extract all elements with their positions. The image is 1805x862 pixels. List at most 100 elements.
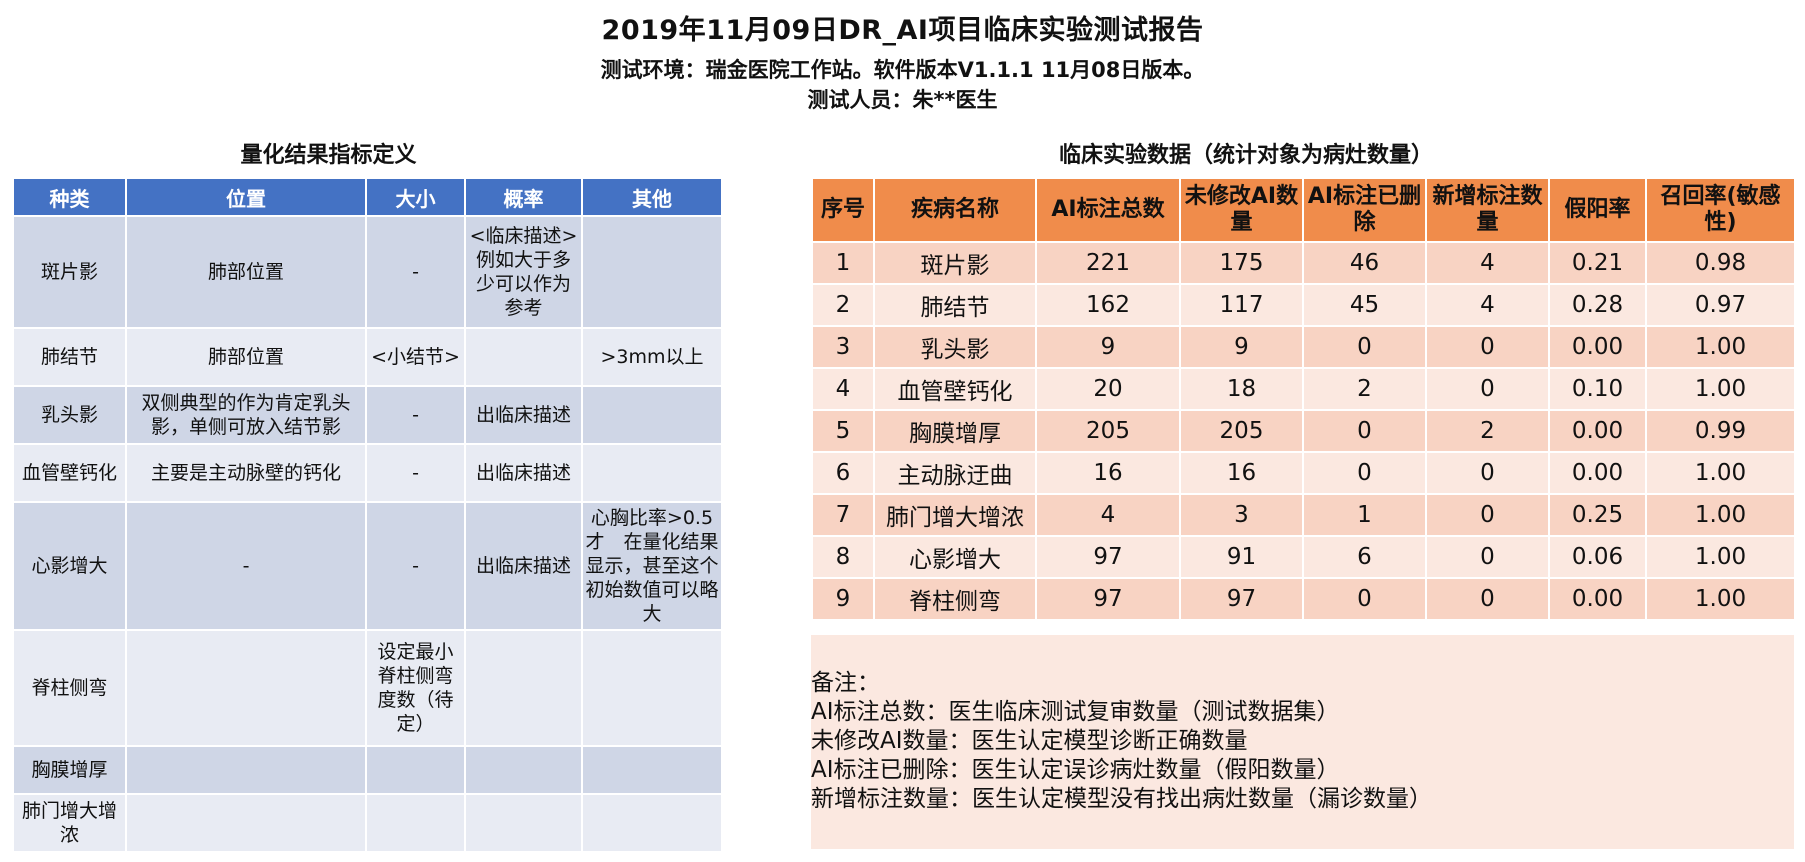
table-cell: 0 xyxy=(1425,535,1550,579)
test-environment: 测试环境：瑞金医院工作站。软件版本V1.1.1 11月08日版本。 xyxy=(600,58,1205,82)
table-cell: 0.99 xyxy=(1645,409,1796,453)
table-cell: 8 xyxy=(811,535,875,579)
table-cell: 胸膜增厚 xyxy=(873,409,1037,453)
table-cell: 3 xyxy=(811,325,875,369)
definition-section-title: 量化结果指标定义 xyxy=(240,143,417,168)
table-cell: 0.10 xyxy=(1548,367,1647,411)
table-row: 血管壁钙化 主要是主动脉壁的钙化 - 出临床描述 xyxy=(12,443,723,503)
table-cell: 0 xyxy=(1425,325,1550,369)
table-cell xyxy=(365,745,466,795)
table-row: 斑片影 肺部位置 - <临床描述>例如大于多少可以作为参考 xyxy=(12,215,723,329)
table-cell: 175 xyxy=(1179,241,1304,285)
table-cell: 1.00 xyxy=(1645,493,1796,537)
tester: 测试人员：朱**医生 xyxy=(807,88,998,112)
metric-definition-table: 种类 位置 大小 概率 其他 斑片影 肺部位置 - <临床描述>例如大于多少可以… xyxy=(12,177,723,853)
table-cell: 4 xyxy=(811,367,875,411)
table-cell: 18 xyxy=(1179,367,1304,411)
note-line: 新增标注数量：医生认定模型没有找出病灶数量（漏诊数量） xyxy=(811,786,1432,812)
column-header: 概率 xyxy=(464,177,583,217)
table-cell: 1.00 xyxy=(1645,451,1796,495)
table-row: 肺门增大增浓 xyxy=(12,793,723,853)
table-cell: 1.00 xyxy=(1645,577,1796,621)
table-cell: 0.21 xyxy=(1548,241,1647,285)
table-cell: 乳头影 xyxy=(873,325,1037,369)
column-header: 位置 xyxy=(125,177,367,217)
table-cell: <小结节> xyxy=(365,327,466,387)
column-header: 疾病名称 xyxy=(873,177,1037,243)
table-cell: 3 xyxy=(1179,493,1304,537)
table-cell xyxy=(581,629,723,747)
table-cell: 117 xyxy=(1179,283,1304,327)
column-header: 假阳率 xyxy=(1548,177,1647,243)
table-cell: 9 xyxy=(1035,325,1181,369)
table-row: 心影增大 - - 出临床描述 心胸比率>0.5 才 在量化结果显示，甚至这个初始… xyxy=(12,501,723,631)
table-cell: 4 xyxy=(1425,283,1550,327)
table-cell: 9 xyxy=(811,577,875,621)
table-cell: 0 xyxy=(1425,577,1550,621)
table-cell: 肺部位置 xyxy=(125,327,367,387)
notes-heading: 备注： xyxy=(811,670,880,696)
table-cell: - xyxy=(365,443,466,503)
table-cell: 设定最小脊柱侧弯度数（待定） xyxy=(365,629,466,747)
table-cell: 0 xyxy=(1302,577,1427,621)
table-cell xyxy=(125,793,367,853)
table-cell: 出临床描述 xyxy=(464,443,583,503)
table-cell: 血管壁钙化 xyxy=(873,367,1037,411)
table-cell: 1 xyxy=(811,241,875,285)
table-row: 5 胸膜增厚 205 205 0 2 0.00 0.99 xyxy=(811,409,1796,453)
column-header: 大小 xyxy=(365,177,466,217)
table-row: 8 心影增大 97 91 6 0 0.06 1.00 xyxy=(811,535,1796,579)
table-cell: 出临床描述 xyxy=(464,501,583,631)
table-cell: 心胸比率>0.5 才 在量化结果显示，甚至这个初始数值可以略大 xyxy=(581,501,723,631)
table-cell: 肺门增大增浓 xyxy=(873,493,1037,537)
note-line: AI标注已删除：医生认定误诊病灶数量（假阳数量） xyxy=(811,757,1340,783)
table-row: 胸膜增厚 xyxy=(12,745,723,795)
table-cell: 1 xyxy=(1302,493,1427,537)
table-cell: - xyxy=(365,501,466,631)
table-cell xyxy=(581,793,723,853)
table-cell: 0 xyxy=(1425,493,1550,537)
column-header: 召回率(敏感性) xyxy=(1645,177,1796,243)
table-row: 7 肺门增大增浓 4 3 1 0 0.25 1.00 xyxy=(811,493,1796,537)
table-cell: 1.00 xyxy=(1645,367,1796,411)
table-cell xyxy=(464,327,583,387)
table-cell: 2 xyxy=(1425,409,1550,453)
table-cell: 0.06 xyxy=(1548,535,1647,579)
table-row: 4 血管壁钙化 20 18 2 0 0.10 1.00 xyxy=(811,367,1796,411)
table-cell: 205 xyxy=(1035,409,1181,453)
table-row: 脊柱侧弯 设定最小脊柱侧弯度数（待定） xyxy=(12,629,723,747)
column-header: 序号 xyxy=(811,177,875,243)
table-cell: 0 xyxy=(1302,451,1427,495)
column-header: AI标注已删除 xyxy=(1302,177,1427,243)
table-cell: 16 xyxy=(1179,451,1304,495)
table-cell xyxy=(581,385,723,445)
table-cell: 主要是主动脉壁的钙化 xyxy=(125,443,367,503)
table-cell: 心影增大 xyxy=(12,501,127,631)
table-row: 3 乳头影 9 9 0 0 0.00 1.00 xyxy=(811,325,1796,369)
table-cell: 肺部位置 xyxy=(125,215,367,329)
table-cell: 46 xyxy=(1302,241,1427,285)
table-row: 2 肺结节 162 117 45 4 0.28 0.97 xyxy=(811,283,1796,327)
table-cell: >3mm以上 xyxy=(581,327,723,387)
table-cell: - xyxy=(365,215,466,329)
table-row: 9 脊柱侧弯 97 97 0 0 0.00 1.00 xyxy=(811,577,1796,621)
table-cell: - xyxy=(125,501,367,631)
table-cell: 9 xyxy=(1179,325,1304,369)
table-cell: 脊柱侧弯 xyxy=(12,629,127,747)
table-cell: 97 xyxy=(1179,577,1304,621)
table-cell: 0.25 xyxy=(1548,493,1647,537)
table-cell: 斑片影 xyxy=(12,215,127,329)
table-cell: 0 xyxy=(1425,367,1550,411)
table-cell: 0 xyxy=(1302,325,1427,369)
table-cell xyxy=(464,793,583,853)
table-cell: 20 xyxy=(1035,367,1181,411)
table-cell xyxy=(464,629,583,747)
column-header: 其他 xyxy=(581,177,723,217)
table-header-row: 种类 位置 大小 概率 其他 xyxy=(12,177,723,217)
table-cell xyxy=(125,745,367,795)
table-cell: 0.98 xyxy=(1645,241,1796,285)
table-cell: 脊柱侧弯 xyxy=(873,577,1037,621)
report-title: 2019年11月09日DR_AI项目临床实验测试报告 xyxy=(601,15,1204,46)
notes-panel: 备注： AI标注总数：医生临床测试复审数量（测试数据集） 未修改AI数量：医生认… xyxy=(811,635,1794,849)
table-cell: 221 xyxy=(1035,241,1181,285)
